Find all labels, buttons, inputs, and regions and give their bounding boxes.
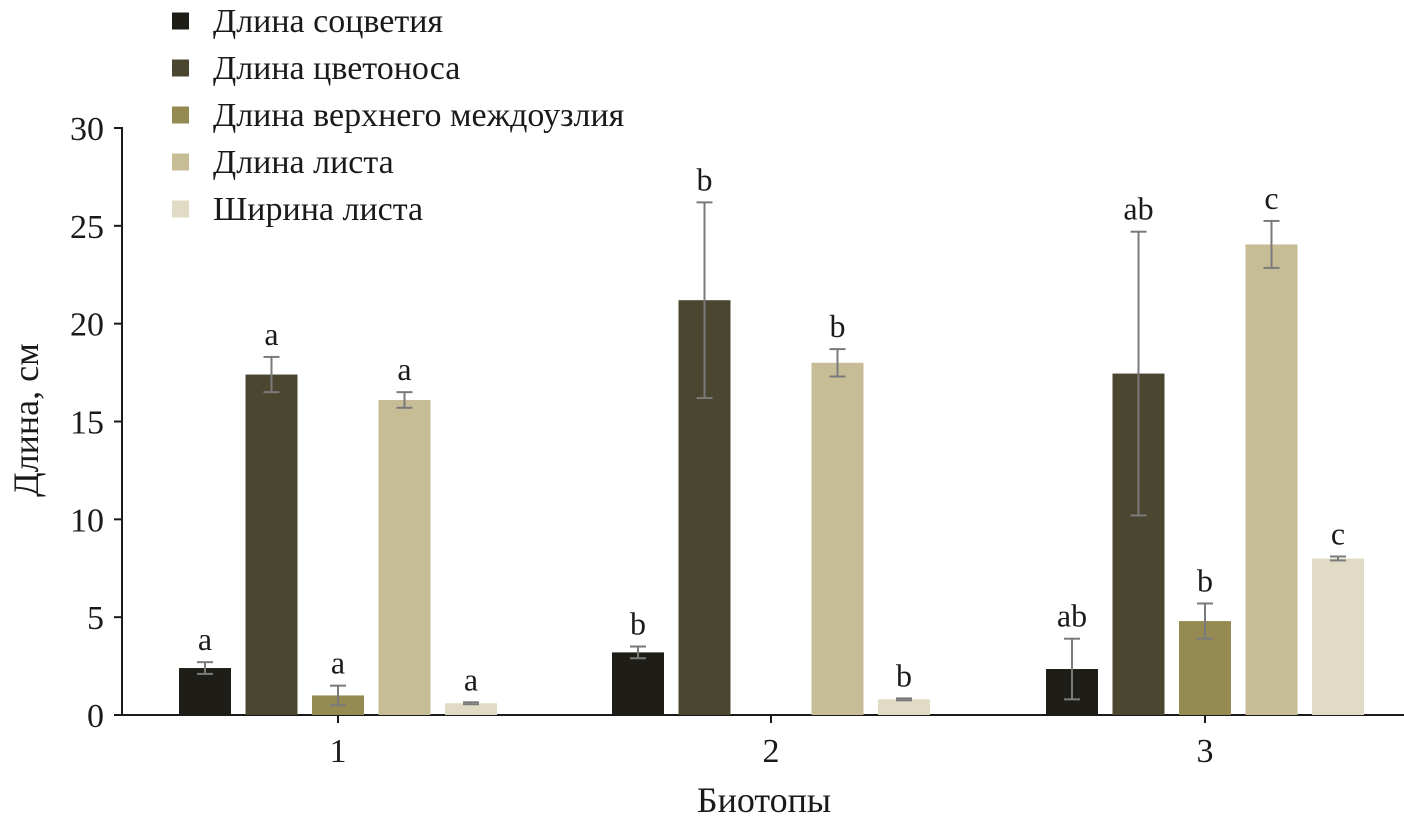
significance-label-series2-cat1: a <box>264 316 278 352</box>
x-tick-label: 3 <box>1197 733 1214 770</box>
legend-label-5: Ширина листа <box>213 191 423 228</box>
y-tick-label: 20 <box>70 307 104 344</box>
y-tick-label: 25 <box>70 209 104 246</box>
bar-series5-cat1 <box>445 703 497 715</box>
legend-swatch-5 <box>172 200 189 218</box>
legend-swatch-3 <box>172 106 189 124</box>
bar-series2-cat1 <box>245 374 298 715</box>
legend-label-4: Длина листа <box>213 144 394 181</box>
significance-label-series2-cat3: ab <box>1123 191 1153 227</box>
x-tick-label: 2 <box>763 733 780 770</box>
significance-label-series5-cat2: b <box>896 657 912 693</box>
x-tick-label: 1 <box>330 733 347 770</box>
bar-series4-cat3 <box>1245 244 1298 715</box>
y-tick-label: 5 <box>87 600 104 637</box>
legend-label-1: Длина соцветия <box>213 3 443 40</box>
bar-series4-cat1 <box>378 399 431 715</box>
legend-label-2: Длина цветоноса <box>213 50 460 87</box>
y-tick-label: 30 <box>70 111 104 148</box>
significance-label-series4-cat1: a <box>397 351 411 387</box>
significance-label-series2-cat2: b <box>697 161 713 197</box>
bar-series4-cat2 <box>811 362 864 715</box>
legend-swatch-4 <box>172 153 189 171</box>
y-tick-label: 15 <box>70 405 104 442</box>
error-bars <box>197 201 1346 707</box>
legend-swatch-1 <box>172 12 189 30</box>
significance-label-series3-cat3: b <box>1197 562 1213 598</box>
legend-label-3: Длина верхнего междоузлия <box>213 97 625 134</box>
y-tick-label: 0 <box>87 698 104 735</box>
x-axis-title: Биотопы <box>697 780 831 820</box>
y-tick-label: 10 <box>70 502 104 539</box>
legend-swatch-2 <box>172 59 189 77</box>
bar-series1-cat1 <box>179 668 231 715</box>
legend: Длина соцветия Длина цветоноса Длина верхн… <box>172 3 625 228</box>
bar-series5-cat3 <box>1312 558 1364 715</box>
y-axis-title: Длина, см <box>6 343 46 497</box>
significance-label-series5-cat1: a <box>464 661 478 697</box>
significance-label-series4-cat3: c <box>1264 180 1278 216</box>
bars <box>179 244 1364 715</box>
bar-series1-cat2 <box>612 652 664 715</box>
significance-label-series5-cat3: c <box>1331 516 1345 552</box>
bar-series5-cat2 <box>878 699 930 715</box>
significance-label-series1-cat3: ab <box>1057 598 1087 634</box>
significance-label-series1-cat1: a <box>198 621 212 657</box>
significance-label-series3-cat1: a <box>331 645 345 681</box>
significance-label-series1-cat2: b <box>630 606 646 642</box>
significance-label-series4-cat2: b <box>830 308 846 344</box>
